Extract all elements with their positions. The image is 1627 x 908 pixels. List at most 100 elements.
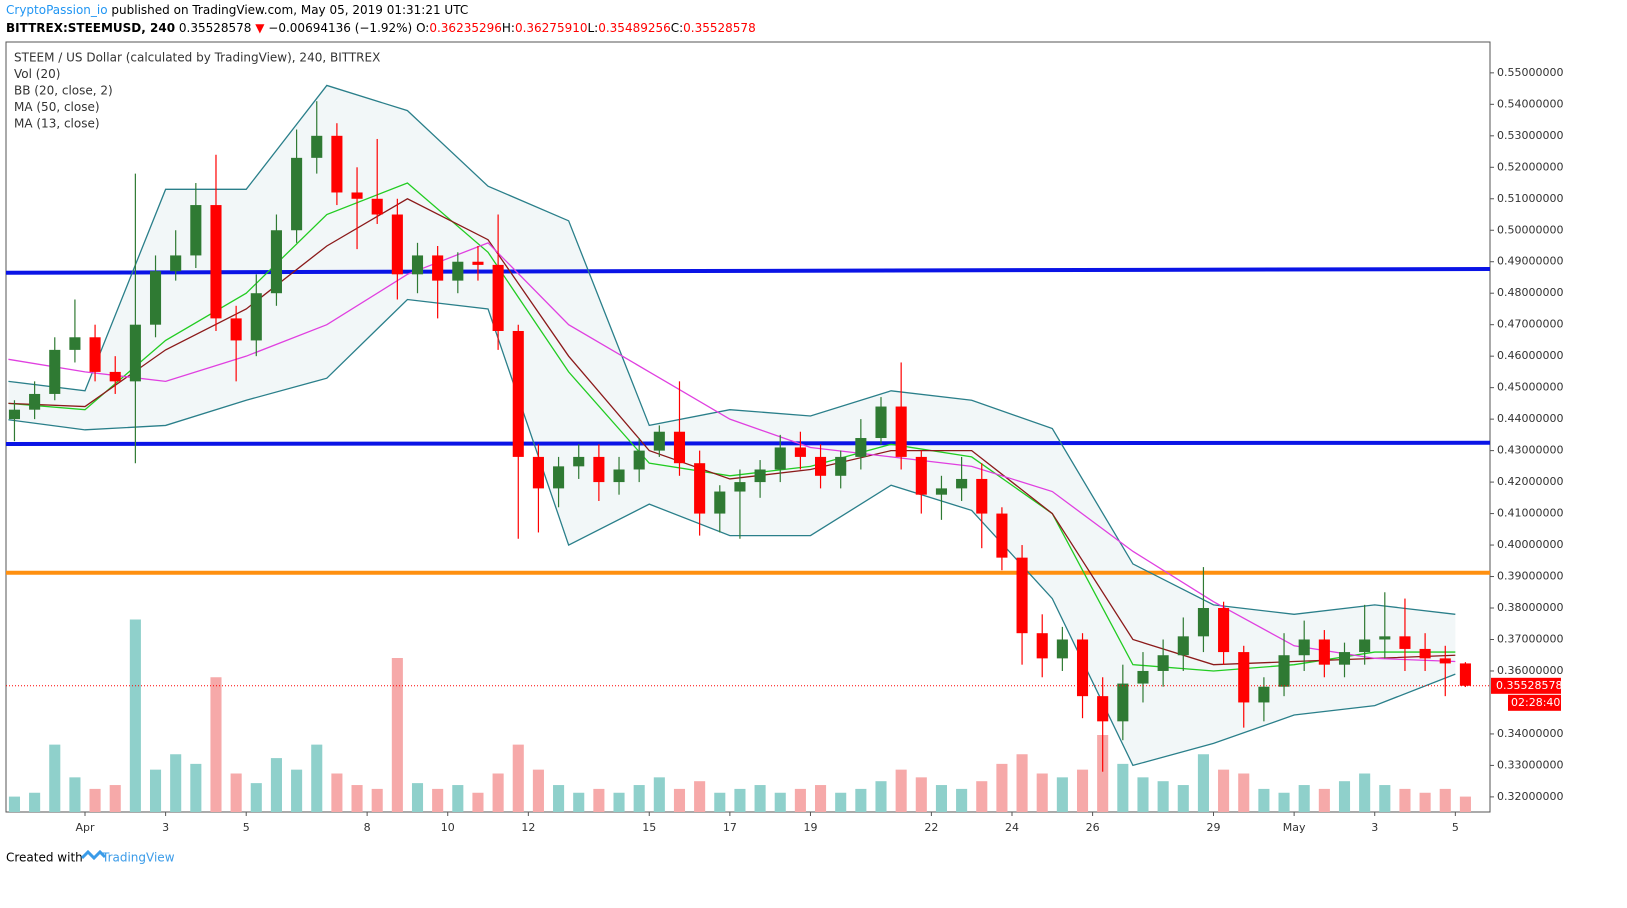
volume-bar <box>673 788 686 812</box>
volume-bar <box>835 792 847 812</box>
volume-bar <box>1016 754 1028 812</box>
change: −0.00694136 (−1.92%) <box>268 21 413 35</box>
y-tick-label: 0.34000000 <box>1497 727 1563 740</box>
candle-body <box>291 157 303 231</box>
candle-body <box>391 214 403 275</box>
volume-bar <box>170 754 182 812</box>
candle-body <box>432 255 444 281</box>
candle-body <box>653 431 665 451</box>
volume-bar <box>411 783 424 812</box>
volume-bar <box>270 758 282 812</box>
candle-body <box>1016 557 1028 634</box>
candle-body <box>1218 608 1230 653</box>
y-tick-label: 0.37000000 <box>1497 632 1563 645</box>
candle-body <box>1076 639 1089 697</box>
volume-bar <box>875 781 887 812</box>
volume-bar <box>996 763 1008 812</box>
candle-body <box>311 135 323 158</box>
y-tick-label: 0.33000000 <box>1497 758 1563 771</box>
y-tick-label: 0.39000000 <box>1497 570 1563 583</box>
volume-bar <box>1036 773 1048 812</box>
volume-bar <box>391 658 403 812</box>
volume-bar <box>452 785 464 812</box>
y-tick-label: 0.55000000 <box>1497 66 1563 79</box>
candle-body <box>452 261 464 281</box>
candle-body <box>49 349 61 394</box>
volume-bar <box>956 788 968 812</box>
candle-body <box>573 456 585 467</box>
last-price-box <box>1491 677 1561 694</box>
volume-bar <box>1359 773 1371 812</box>
ohlc-label: O: <box>416 21 430 35</box>
x-tick-label: 3 <box>162 821 169 834</box>
x-tick-label: 17 <box>723 821 737 834</box>
y-tick-label: 0.40000000 <box>1497 538 1563 551</box>
x-tick-label: Apr <box>75 821 95 834</box>
candle-body <box>1056 639 1068 659</box>
candle-body <box>109 371 121 382</box>
y-tick-label: 0.53000000 <box>1497 129 1563 142</box>
candle-body <box>996 513 1008 558</box>
volume-bar <box>734 788 746 812</box>
x-tick-label: 26 <box>1086 821 1100 834</box>
candle-body <box>734 482 746 492</box>
volume-bar <box>633 785 645 812</box>
x-tick-label: 3 <box>1371 821 1378 834</box>
volume-bar <box>492 773 504 812</box>
volume-bar <box>331 773 343 812</box>
candle-body <box>230 318 242 341</box>
x-tick-label: May <box>1283 821 1306 834</box>
volume-bar <box>311 744 323 812</box>
candle-body <box>29 393 41 410</box>
volume-bar <box>129 619 141 812</box>
x-tick-label: 19 <box>803 821 817 834</box>
volume-bar <box>754 785 766 812</box>
candle-body <box>1459 663 1471 686</box>
volume-bar <box>1439 788 1451 812</box>
x-tick-label: 5 <box>1452 821 1459 834</box>
volume-bar <box>512 744 524 812</box>
footer-brand[interactable]: TradingView <box>101 851 175 865</box>
bb-fill <box>8 85 1456 766</box>
candle-body <box>714 491 726 514</box>
candle-body <box>1197 608 1209 637</box>
ohlc-value: 0.36235296 <box>429 21 502 35</box>
volume-bar <box>1117 763 1129 812</box>
candle-body <box>270 230 282 294</box>
footer-created: Created with <box>6 851 83 865</box>
legend-entry: MA (50, close) <box>14 100 100 114</box>
indicator-line <box>8 84 1456 615</box>
volume-bar <box>1379 785 1391 812</box>
volume-bar <box>1197 754 1209 812</box>
y-tick-label: 0.51000000 <box>1497 192 1563 205</box>
candle-body <box>532 456 544 489</box>
candle-body <box>1419 648 1431 659</box>
volume-bar <box>935 785 948 812</box>
candle-body <box>553 466 565 489</box>
author[interactable]: CryptoPassion_io <box>6 3 108 17</box>
volume-bar <box>49 744 61 812</box>
candle-body <box>1278 655 1290 687</box>
candle-body <box>815 456 827 476</box>
volume-bar <box>69 777 81 812</box>
y-tick-label: 0.45000000 <box>1497 381 1563 394</box>
logo <box>80 849 107 861</box>
candle-body <box>754 469 766 483</box>
y-tick-label: 0.32000000 <box>1497 790 1563 803</box>
candle-body <box>170 255 182 272</box>
candle-body <box>8 409 21 420</box>
x-tick-label: 10 <box>441 821 455 834</box>
volume-bar <box>1298 785 1310 812</box>
volume-bar <box>472 792 484 812</box>
published: published on TradingView.com, May 05, 20… <box>111 3 469 17</box>
indicator-line <box>8 182 1456 672</box>
level-line <box>5 440 1491 446</box>
candle-body <box>89 337 101 372</box>
candle-body <box>492 264 504 331</box>
header-line: CryptoPassion_io published on TradingVie… <box>6 3 468 17</box>
candle-body <box>1439 658 1451 664</box>
ohlc-value: 0.36275910 <box>514 21 588 35</box>
candle-body <box>69 337 81 350</box>
candle-body <box>512 330 524 457</box>
